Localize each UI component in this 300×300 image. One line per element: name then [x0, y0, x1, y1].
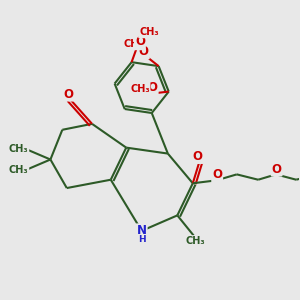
Text: O: O [193, 150, 203, 163]
Text: O: O [212, 169, 222, 182]
Text: H: H [139, 235, 146, 244]
Text: CH₃: CH₃ [9, 144, 28, 154]
Text: O: O [272, 163, 282, 176]
Text: O: O [63, 88, 73, 100]
Text: CH₃: CH₃ [139, 27, 159, 38]
Text: CH₃: CH₃ [185, 236, 205, 246]
Text: O: O [135, 35, 145, 49]
Text: O: O [148, 81, 158, 94]
Text: CH₃: CH₃ [9, 165, 28, 175]
Text: O: O [139, 45, 149, 58]
Text: CH₃: CH₃ [124, 39, 143, 50]
Text: CH₃: CH₃ [130, 84, 150, 94]
Text: N: N [137, 224, 147, 237]
